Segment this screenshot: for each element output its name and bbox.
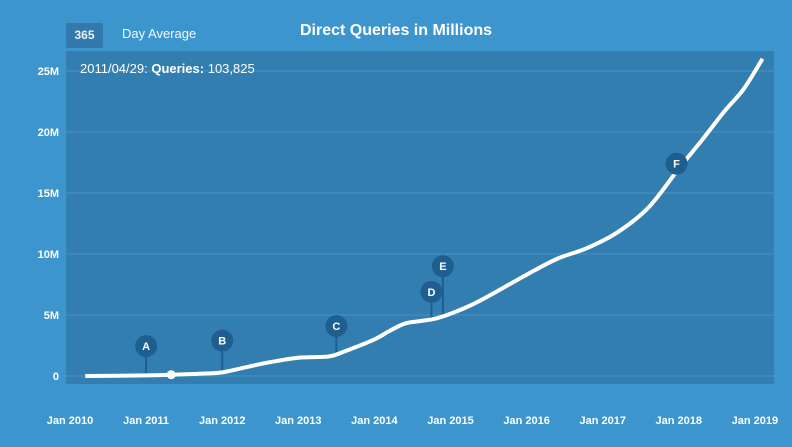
annotation-marker[interactable] [420,280,443,303]
y-tick-label: 25M [38,66,59,78]
x-tick-label: Jan 2011 [123,415,169,427]
annotation-marker[interactable] [431,255,454,278]
x-tick-label: Jan 2015 [427,415,473,427]
annotation-marker[interactable] [211,329,234,352]
annotation-label: A [142,341,150,353]
annotation-marker[interactable] [325,314,348,337]
tooltip-date: 2011/04/29: [80,61,148,76]
annotation-marker[interactable] [665,152,688,175]
tooltip-value: 103,825 [207,61,255,76]
x-axis: Jan 2010 Jan 2011 Jan 2012 Jan 2013 Jan 2014… [47,415,778,427]
annotation-label: C [332,321,340,333]
chart-header: 365 Day Average Direct Queries in Millio… [0,0,792,50]
y-tick-label: 0 [53,371,59,383]
x-tick-label: Jan 2014 [351,415,398,427]
annotation-flag-b[interactable]: B [211,329,234,352]
x-tick-label: Jan 2017 [579,415,625,427]
annotation-label: E [439,261,446,273]
annotation-marker[interactable] [135,335,158,358]
period-label: Day Average [122,26,197,41]
hover-point [166,370,176,380]
annotation-flag-a[interactable]: A [135,335,158,358]
y-axis: 0 5M 10M 15M 20M 25M [38,66,59,383]
annotation-heads: A B C D E F [135,152,688,358]
tooltip-label: Queries: [151,61,205,76]
y-tick-label: 5M [44,310,59,322]
x-tick-label: Jan 2013 [275,415,321,427]
annotation-label: B [218,336,226,348]
plot-area [66,51,774,384]
y-tick-label: 10M [38,249,59,261]
x-tick-label: Jan 2012 [199,415,245,427]
x-tick-label: Jan 2018 [656,415,702,427]
annotation-label: D [427,287,435,299]
annotation-flag-c[interactable]: C [325,314,348,337]
chart-title: Direct Queries in Millions [299,22,493,39]
annotation-flag-f[interactable]: F [665,152,688,175]
x-tick-label: Jan 2010 [47,415,93,427]
tooltip: 2011/04/29: Queries: 103,825 [80,61,255,76]
annotation-flag-d[interactable]: D [420,280,443,303]
annotation-flag-e[interactable]: E [431,255,454,278]
y-tick-label: 15M [38,188,59,200]
period-input[interactable]: 365 [66,23,103,48]
series-line[interactable] [85,57,765,378]
y-tick-label: 20M [38,127,59,139]
x-tick-label: Jan 2019 [732,415,778,427]
x-tick-label: Jan 2016 [503,415,549,427]
annotation-label: F [673,159,680,171]
